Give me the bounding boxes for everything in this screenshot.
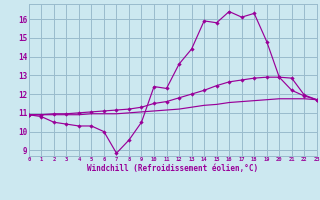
X-axis label: Windchill (Refroidissement éolien,°C): Windchill (Refroidissement éolien,°C) [87, 164, 258, 173]
